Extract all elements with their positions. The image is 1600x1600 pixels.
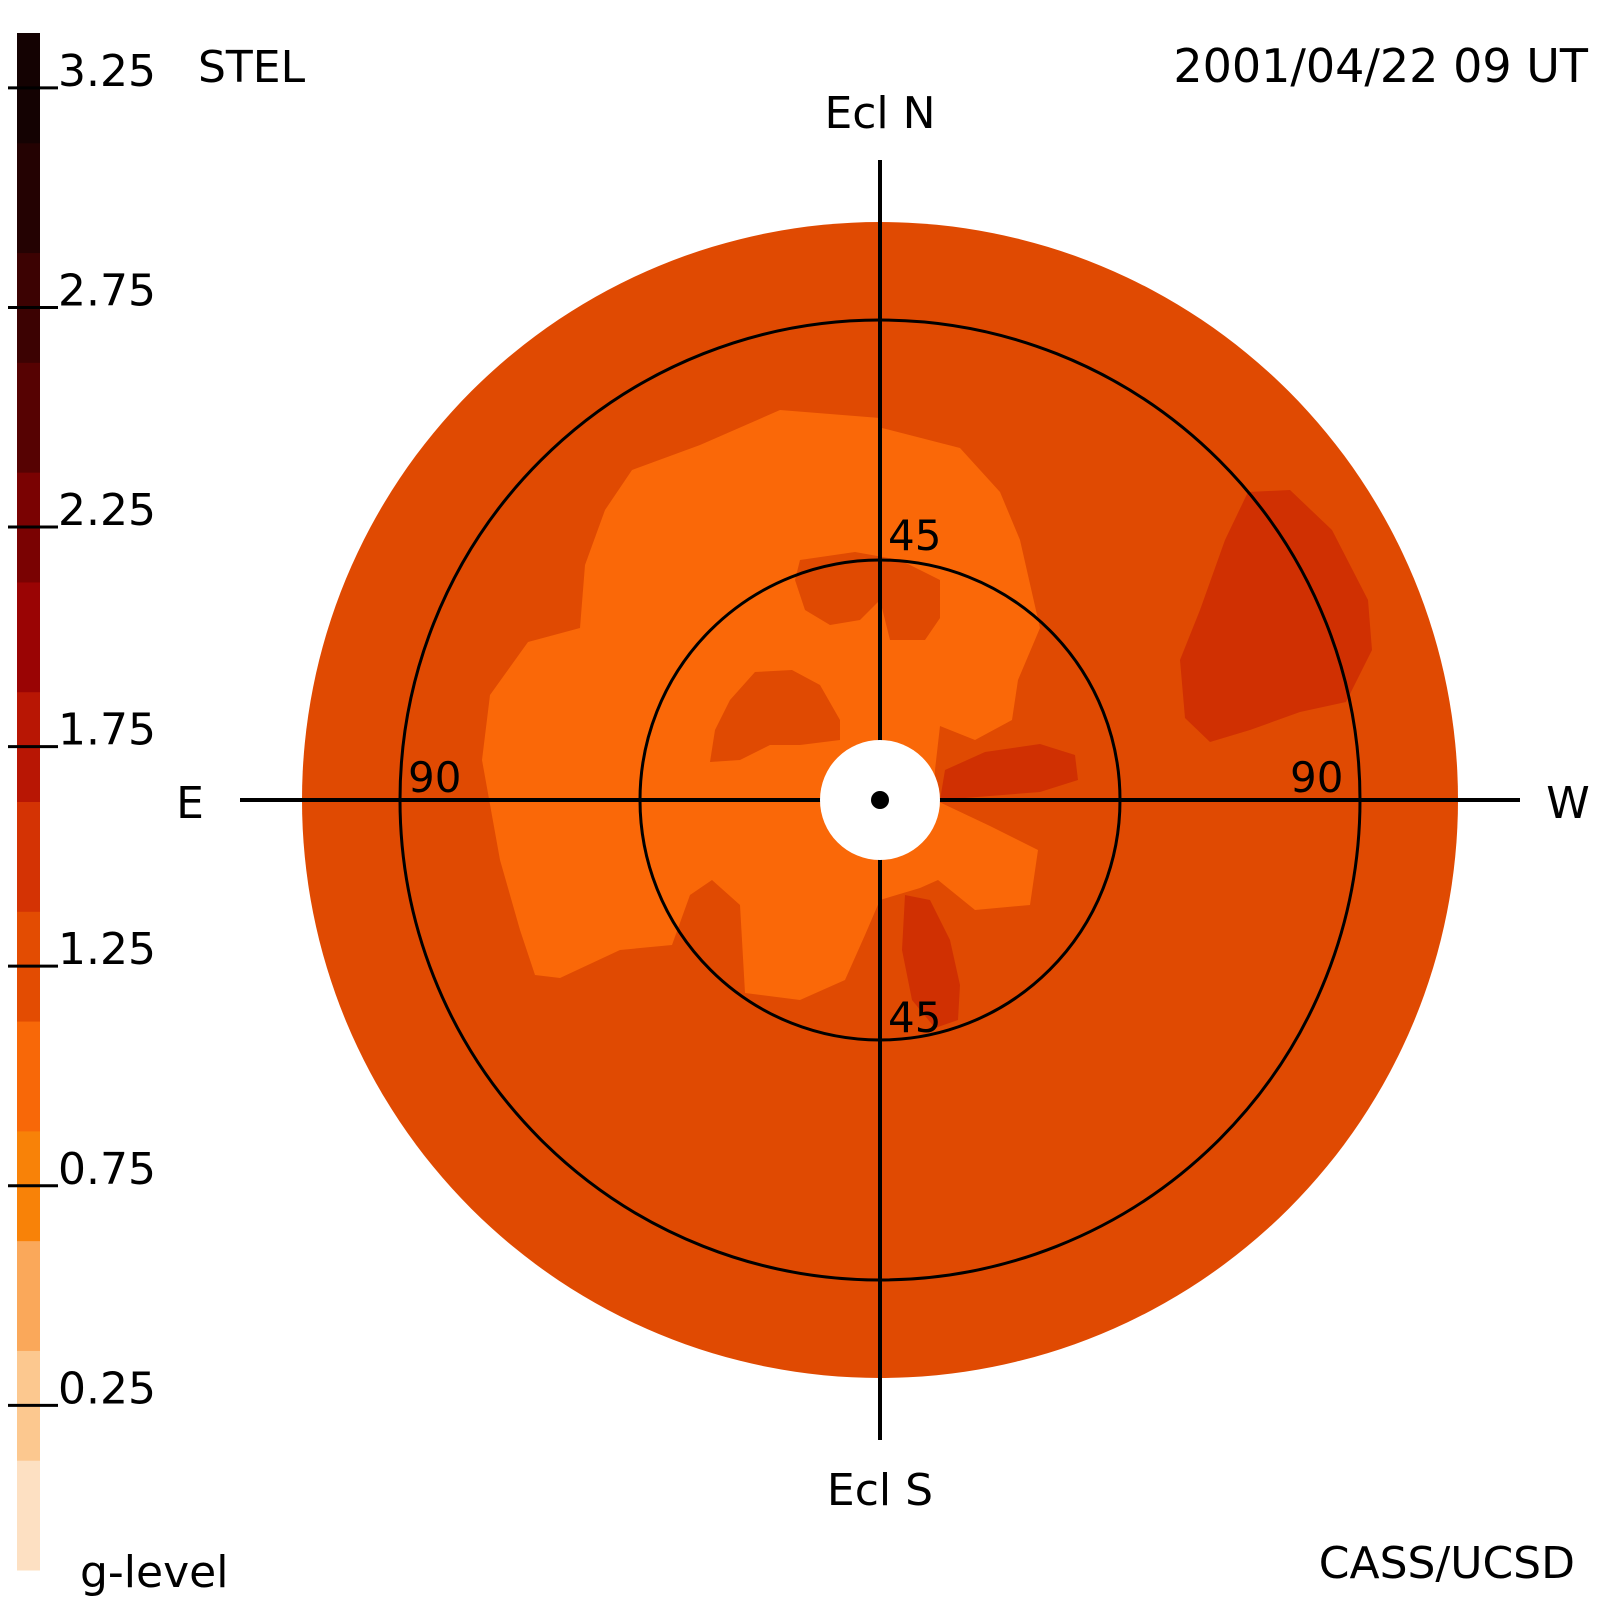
- colorbar-tick-label: 1.75: [58, 705, 156, 756]
- ecliptic-north-label: Ecl N: [824, 88, 935, 139]
- ring-label-east: 90: [408, 753, 461, 802]
- timestamp-label: 2001/04/22 09 UT: [1173, 39, 1589, 93]
- high-patch-north: [795, 552, 940, 640]
- colorbar-band: [17, 362, 40, 473]
- colorbar: [17, 33, 40, 1571]
- west-label: W: [1546, 778, 1590, 829]
- colorbar-title: g-level: [80, 1547, 228, 1598]
- colorbar-band: [17, 1021, 40, 1132]
- east-label: E: [176, 778, 204, 829]
- colorbar-tick-label: 2.25: [58, 485, 156, 536]
- ring-label-west: 90: [1290, 753, 1343, 802]
- high-region-sun-south: [902, 895, 960, 1028]
- ecliptic-south-label: Ecl S: [827, 1465, 933, 1516]
- colorbar-tick-label: 3.25: [58, 46, 156, 97]
- high-region-sun-west: [940, 744, 1078, 800]
- colorbar-band: [17, 1460, 40, 1571]
- colorbar-band: [17, 801, 40, 912]
- high-region-west: [1180, 490, 1372, 742]
- colorbar-band: [17, 581, 40, 693]
- colorbar-tick-label: 2.75: [58, 265, 156, 316]
- colorbar-band: [17, 142, 40, 254]
- high-patch-center-west: [710, 670, 840, 762]
- sun-center-dot: [871, 791, 889, 809]
- colorbar-tick-label: 0.75: [58, 1144, 156, 1195]
- colorbar-band: [17, 1240, 40, 1351]
- colorbar-tick-label: 0.25: [58, 1363, 156, 1414]
- credit-label: CASS/UCSD: [1319, 1538, 1575, 1589]
- colorbar-ticks: 0.25 0.75 1.25 1.75 2.25 2.75 3.25: [8, 46, 156, 1414]
- colorbar-tick-label: 1.25: [58, 924, 156, 975]
- instrument-label: STEL: [198, 42, 306, 93]
- ring-label-south: 45: [888, 993, 941, 1042]
- ring-label-north: 45: [888, 511, 941, 560]
